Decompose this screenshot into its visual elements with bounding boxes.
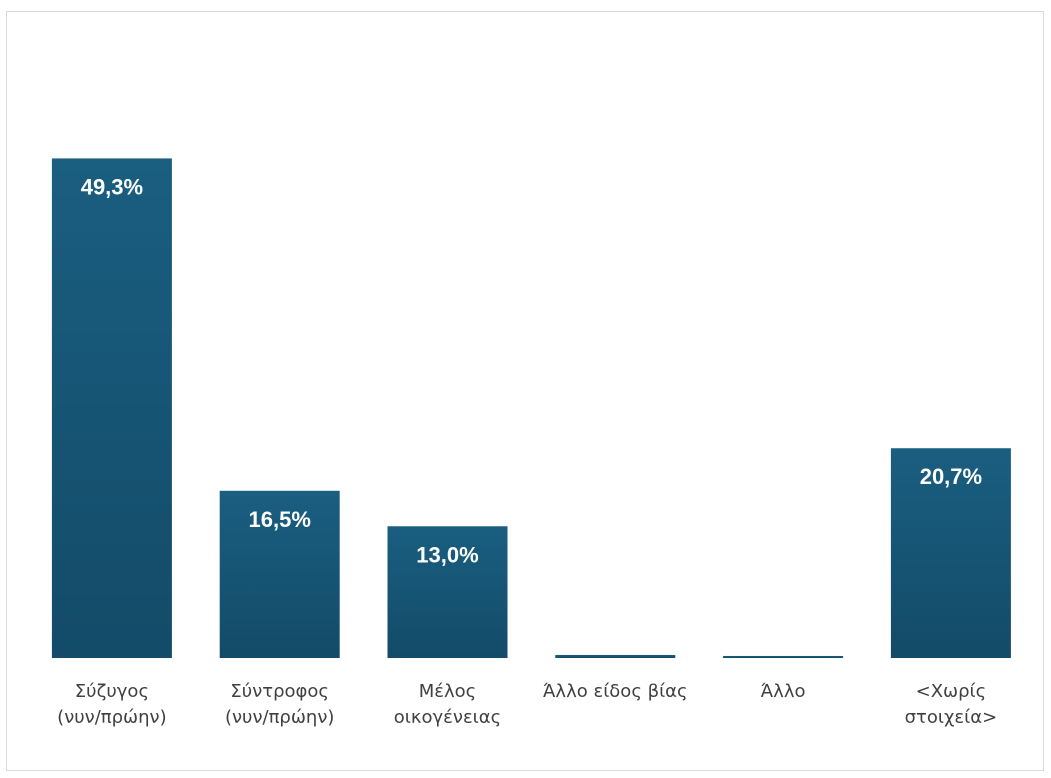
- category-label-5-line-1: στοιχεία>: [905, 707, 998, 728]
- category-label-3-line-0: Άλλο είδος βίας: [543, 681, 688, 702]
- value-label-5: 20,7%: [920, 464, 982, 489]
- bars-layer: [51, 158, 1011, 658]
- value-labels-layer: 49,3% 16,5% 13,0% 20,7%: [81, 174, 982, 567]
- bar-4: [723, 655, 844, 658]
- bar-5: [890, 448, 1011, 658]
- category-label-5-line-0: <Χωρίς: [916, 681, 987, 702]
- value-label-0: 49,3%: [81, 174, 143, 199]
- category-label-4-line-0: Άλλο: [761, 681, 806, 702]
- category-label-2-line-0: Μέλος: [419, 681, 477, 702]
- bar-1: [219, 490, 340, 658]
- category-label-0-line-0: Σύζυγος: [75, 681, 149, 702]
- category-label-1-line-1: (νυν/πρώην): [225, 707, 334, 728]
- category-label-0-line-1: (νυν/πρώην): [57, 707, 166, 728]
- bar-2: [387, 526, 508, 658]
- value-label-1: 16,5%: [249, 507, 311, 532]
- category-label-2-line-1: οικογένειας: [394, 707, 501, 728]
- value-label-2: 13,0%: [416, 542, 478, 567]
- bar-0: [51, 158, 172, 658]
- category-labels-layer: Σύζυγος (νυν/πρώην) Σύντροφος (νυν/πρώην) Μέ…: [57, 681, 997, 728]
- bar-3: [555, 654, 676, 658]
- chart-frame: [6, 11, 1044, 771]
- category-label-1-line-0: Σύντροφος: [230, 681, 329, 702]
